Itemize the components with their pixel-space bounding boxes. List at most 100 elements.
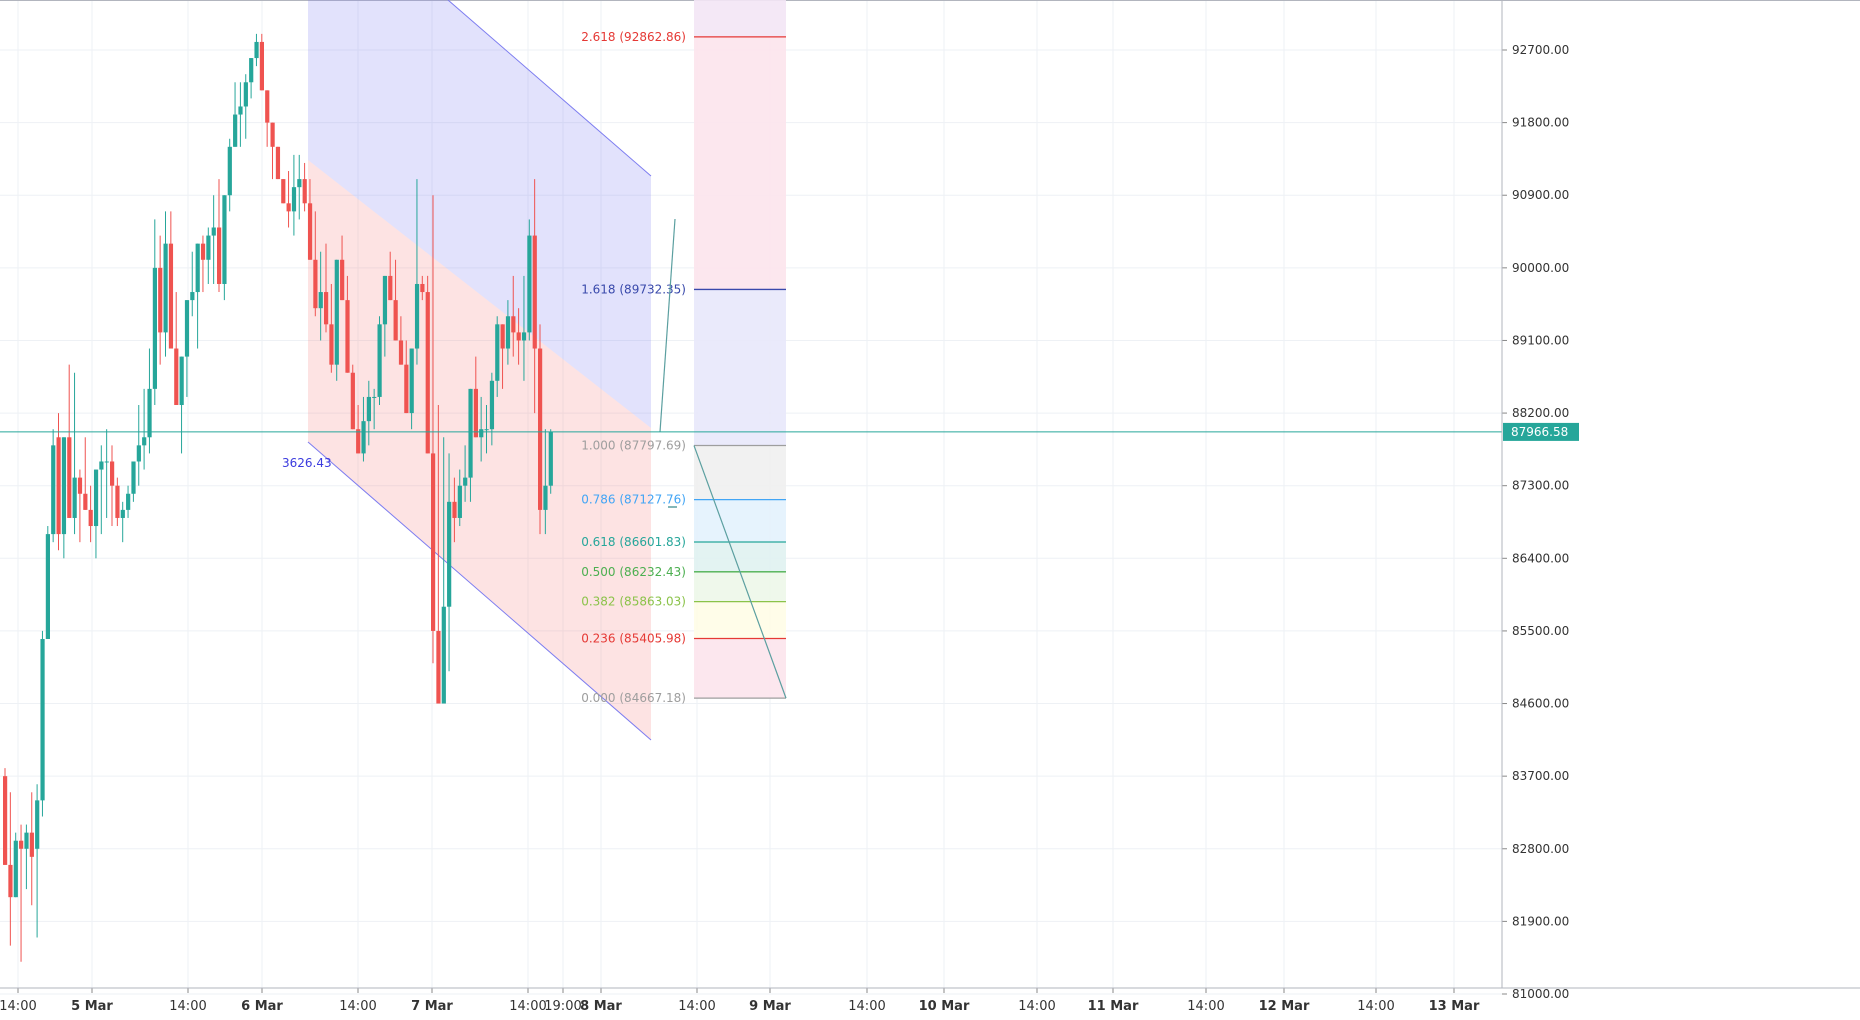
fib-extension-zones <box>694 0 786 699</box>
candle-down <box>83 493 88 510</box>
time-tick-label: 9 Mar <box>749 999 791 1014</box>
channel-top-line <box>447 0 652 177</box>
price-tick-label: 90900.00 <box>1512 188 1569 202</box>
candle-up <box>147 388 152 438</box>
candle-up <box>35 800 40 849</box>
candle-down <box>313 259 318 309</box>
candle-down <box>538 348 543 510</box>
price-tick-label: 87300.00 <box>1512 479 1569 493</box>
candle-down <box>436 630 441 704</box>
candle-up <box>152 267 157 389</box>
fib-zone <box>694 638 786 699</box>
channel-bottom-line <box>307 441 652 741</box>
time-tick-label: 10 Mar <box>919 999 970 1014</box>
candle-down <box>398 340 404 365</box>
time-tick-label: 14:00 <box>509 999 546 1014</box>
candle-up <box>484 429 489 431</box>
candle-up <box>179 356 184 406</box>
fib-zone <box>694 499 786 543</box>
candle-down <box>67 437 72 518</box>
candle-up <box>291 187 297 212</box>
candle-up <box>40 638 45 801</box>
candle-up <box>447 501 452 607</box>
fib-level-label: 1.618 (89732.35) <box>581 282 686 296</box>
projection-up-line <box>659 218 676 432</box>
candle-down <box>19 840 24 849</box>
candle-up <box>195 243 200 293</box>
time-tick-label: 8 Mar <box>580 999 622 1014</box>
price-tick-label: 85500.00 <box>1512 624 1569 638</box>
time-tick-label: 14:00 <box>0 999 37 1014</box>
candle-down <box>265 90 270 123</box>
fib-level-label: 0.000 (84667.18) <box>581 691 686 705</box>
price-tick-label: 92700.00 <box>1512 43 1569 57</box>
candle-up <box>99 461 104 470</box>
candlesticks <box>3 33 553 962</box>
candle-up <box>24 832 29 849</box>
candle-down <box>356 429 361 454</box>
candle-up <box>372 396 377 398</box>
candle-down <box>532 235 537 349</box>
candle-up <box>361 421 366 454</box>
candle-down <box>452 501 457 518</box>
candle-up <box>238 106 243 115</box>
current-price-tag[interactable] <box>1503 422 1579 441</box>
time-axis[interactable]: 14:00 5 Mar 14:00 6 Mar 14:00 7 Mar 14:0019:00… <box>0 987 1860 1014</box>
candle-down <box>115 485 120 518</box>
time-tick-label: 13 Mar <box>1429 999 1480 1014</box>
projection-path[interactable] <box>659 218 787 699</box>
fib-zone <box>694 571 786 602</box>
fib-zone <box>694 289 786 446</box>
candle-down <box>345 300 350 373</box>
top-border <box>0 0 1860 1</box>
candle-up <box>505 316 511 349</box>
time-tick-label: 14:00 <box>1357 999 1394 1014</box>
candle-up <box>227 146 232 196</box>
candle-down <box>302 179 307 204</box>
candle-up <box>409 348 414 414</box>
time-tick-label: 14:00 <box>1018 999 1055 1014</box>
candle-down <box>88 509 93 527</box>
candle-down <box>420 283 425 293</box>
candle-up <box>184 300 190 357</box>
candle-up <box>548 431 553 486</box>
time-tick-label: 14:00 <box>1187 999 1224 1014</box>
candle-down <box>77 477 83 494</box>
candle-up <box>222 195 227 284</box>
candle-down <box>29 832 34 857</box>
channel-label: 3626.43 <box>282 456 332 470</box>
candle-up <box>543 485 548 510</box>
fib-extension-levels[interactable]: 2.618 (92862.86) 1.618 (89732.35) 1.000 (8… <box>581 30 786 705</box>
candle-up <box>249 58 254 83</box>
candle-up <box>527 235 532 333</box>
price-tick-label: 81000.00 <box>1512 987 1569 1001</box>
time-tick-label: 19:00 <box>544 999 581 1014</box>
fib-level-label: 0.236 (85405.98) <box>581 632 686 646</box>
candle-up <box>382 275 388 325</box>
candle-down <box>3 776 8 865</box>
time-tick-label: 12 Mar <box>1259 999 1310 1014</box>
candle-down <box>324 292 329 325</box>
candle-down <box>473 388 478 438</box>
time-tick-label: 7 Mar <box>411 999 453 1014</box>
candle-down <box>516 332 521 341</box>
candle-up <box>414 283 420 349</box>
candle-down <box>511 316 516 333</box>
price-tick-label: 83700.00 <box>1512 769 1569 783</box>
candle-up <box>51 445 56 535</box>
price-tick-label: 81900.00 <box>1512 914 1569 928</box>
fib-zone <box>694 542 786 572</box>
candle-down <box>174 348 179 406</box>
candle-up <box>366 396 371 422</box>
candle-up <box>233 114 238 147</box>
price-axis[interactable]: 92700.00 91800.00 90900.00 90000.00 89100.00… <box>1501 0 1579 1001</box>
price-tick-label: 84600.00 <box>1512 697 1569 711</box>
candle-down <box>350 372 355 430</box>
candle-down <box>393 300 398 341</box>
candle-down <box>281 179 286 204</box>
price-tick-label: 82800.00 <box>1512 842 1569 856</box>
price-channel[interactable]: 3626.43 <box>282 0 652 741</box>
candle-down <box>500 324 505 349</box>
candle-down <box>259 41 264 91</box>
